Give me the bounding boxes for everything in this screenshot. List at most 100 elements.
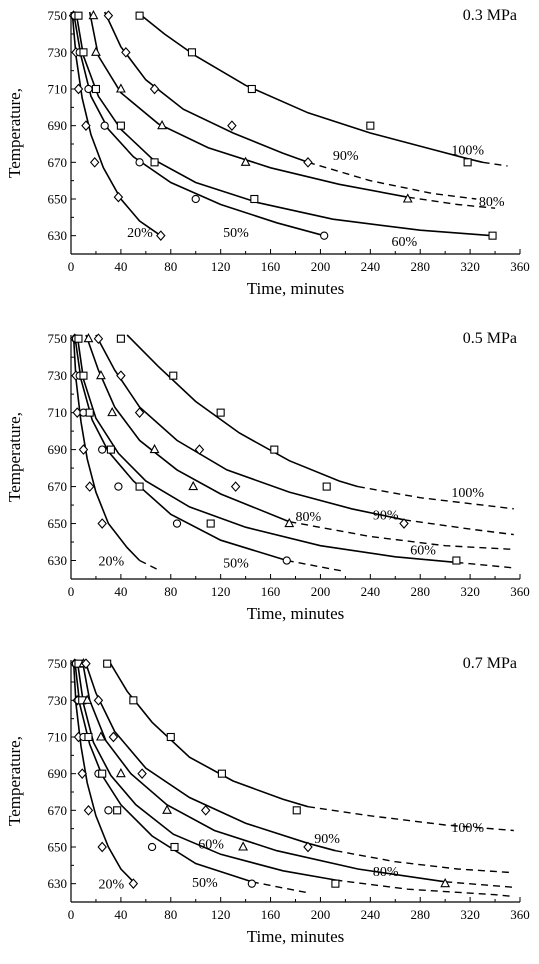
x-tick-label: 0 xyxy=(68,259,75,274)
series-dashed-extension xyxy=(307,806,514,832)
data-point-square xyxy=(116,334,125,343)
series-curve xyxy=(72,334,141,562)
data-point-diamond xyxy=(200,805,211,816)
data-point-diamond xyxy=(230,481,241,492)
x-tick-label: 280 xyxy=(410,584,430,599)
data-point-square xyxy=(91,84,100,94)
data-point-circle xyxy=(135,158,144,167)
curve-label: 80% xyxy=(296,510,322,525)
x-axis-title: Time, minutes xyxy=(247,279,345,298)
curve-label: 60% xyxy=(392,235,418,250)
data-point-diamond xyxy=(303,841,313,853)
data-point-square xyxy=(150,158,159,167)
curve-label: 80% xyxy=(479,195,505,210)
data-point-diamond xyxy=(97,518,107,529)
y-tick-label: 670 xyxy=(48,479,68,494)
series-dashed-extension xyxy=(403,519,514,536)
data-point-square xyxy=(488,231,497,240)
data-point-square xyxy=(74,334,83,343)
series-dashed-extension xyxy=(445,881,514,888)
panel-title: 0.7 MPa xyxy=(463,655,517,672)
y-axis-title: Temperature, xyxy=(5,736,24,826)
series-dashed-extension xyxy=(289,521,514,551)
series-dashed-extension xyxy=(335,850,514,874)
data-point-triangle xyxy=(88,9,99,20)
data-point-circle xyxy=(247,879,256,888)
x-tick-label: 200 xyxy=(311,259,331,274)
data-point-diamond xyxy=(78,444,89,455)
curve-label: 60% xyxy=(410,543,436,558)
series-dashed-extension xyxy=(251,881,309,894)
data-point-diamond xyxy=(149,83,160,95)
x-tick-label: 80 xyxy=(164,259,177,274)
x-tick-label: 280 xyxy=(410,907,430,922)
panel-2: 0 40 80 120 160 200 240 280 320 360 630 650 670 690 71… xyxy=(5,330,530,623)
data-point-diamond xyxy=(97,841,107,853)
data-point-circle xyxy=(104,806,113,815)
x-tick-label: 120 xyxy=(211,259,231,274)
data-point-triangle xyxy=(238,841,249,851)
y-tick-label: 650 xyxy=(48,840,68,855)
series-dashed-extension xyxy=(335,879,514,898)
y-tick-label: 630 xyxy=(48,228,68,243)
data-point-diamond xyxy=(128,878,139,889)
y-tick-label: 710 xyxy=(48,730,68,745)
x-tick-label: 320 xyxy=(460,259,480,274)
x-tick-label: 240 xyxy=(361,259,381,274)
x-tick-label: 200 xyxy=(311,584,331,599)
data-point-diamond xyxy=(93,333,104,345)
data-point-square xyxy=(74,11,83,20)
series-dashed-extension xyxy=(482,161,508,167)
x-axis-title: Time, minutes xyxy=(247,604,345,623)
x-tick-label: 360 xyxy=(510,584,530,599)
curve-label: 20% xyxy=(98,878,124,893)
series-dashed-extension xyxy=(407,196,496,209)
data-point-diamond xyxy=(81,120,91,131)
y-tick-label: 750 xyxy=(48,656,68,671)
data-point-diamond xyxy=(108,731,119,743)
series-90% xyxy=(103,10,477,200)
series-60% xyxy=(74,659,514,898)
series-curve xyxy=(72,659,134,883)
data-point-diamond xyxy=(137,768,147,779)
curve-label: 50% xyxy=(223,226,249,241)
x-tick-label: 160 xyxy=(261,584,281,599)
data-point-square xyxy=(169,371,178,380)
series-curve xyxy=(85,334,290,523)
panel-3: 0 40 80 120 160 200 240 280 320 360 630 650 670 690 71… xyxy=(5,655,530,946)
series-curve xyxy=(72,11,325,237)
y-tick-label: 710 xyxy=(48,405,68,420)
series-60% xyxy=(74,11,497,240)
x-tick-label: 240 xyxy=(361,584,381,599)
data-point-circle xyxy=(172,519,182,528)
data-point-square xyxy=(129,696,138,705)
y-tick-label: 750 xyxy=(48,331,68,346)
series-100% xyxy=(103,659,514,832)
data-point-square xyxy=(135,482,144,491)
x-tick-label: 40 xyxy=(114,584,127,599)
curve-label: 50% xyxy=(223,556,249,571)
data-point-diamond xyxy=(399,518,409,529)
series-90% xyxy=(81,658,514,874)
data-point-square xyxy=(270,445,279,454)
y-tick-label: 670 xyxy=(48,155,68,170)
data-point-square xyxy=(247,84,256,94)
series-dashed-extension xyxy=(139,559,159,571)
data-point-triangle xyxy=(284,517,295,528)
data-point-circle xyxy=(84,84,93,94)
series-curve xyxy=(73,659,253,883)
panel-title: 0.3 MPa xyxy=(463,7,517,24)
data-point-triangle xyxy=(115,767,126,778)
curve-label: 100% xyxy=(451,821,484,836)
y-tick-label: 730 xyxy=(48,693,68,708)
data-point-triangle xyxy=(157,119,167,130)
data-point-triangle xyxy=(96,369,106,380)
data-point-square xyxy=(84,732,93,742)
x-tick-label: 80 xyxy=(164,584,177,599)
x-tick-label: 240 xyxy=(361,907,381,922)
data-point-triangle xyxy=(115,83,126,93)
curve-label: 80% xyxy=(373,865,399,880)
data-point-square xyxy=(331,879,340,888)
curve-label: 20% xyxy=(98,555,124,570)
